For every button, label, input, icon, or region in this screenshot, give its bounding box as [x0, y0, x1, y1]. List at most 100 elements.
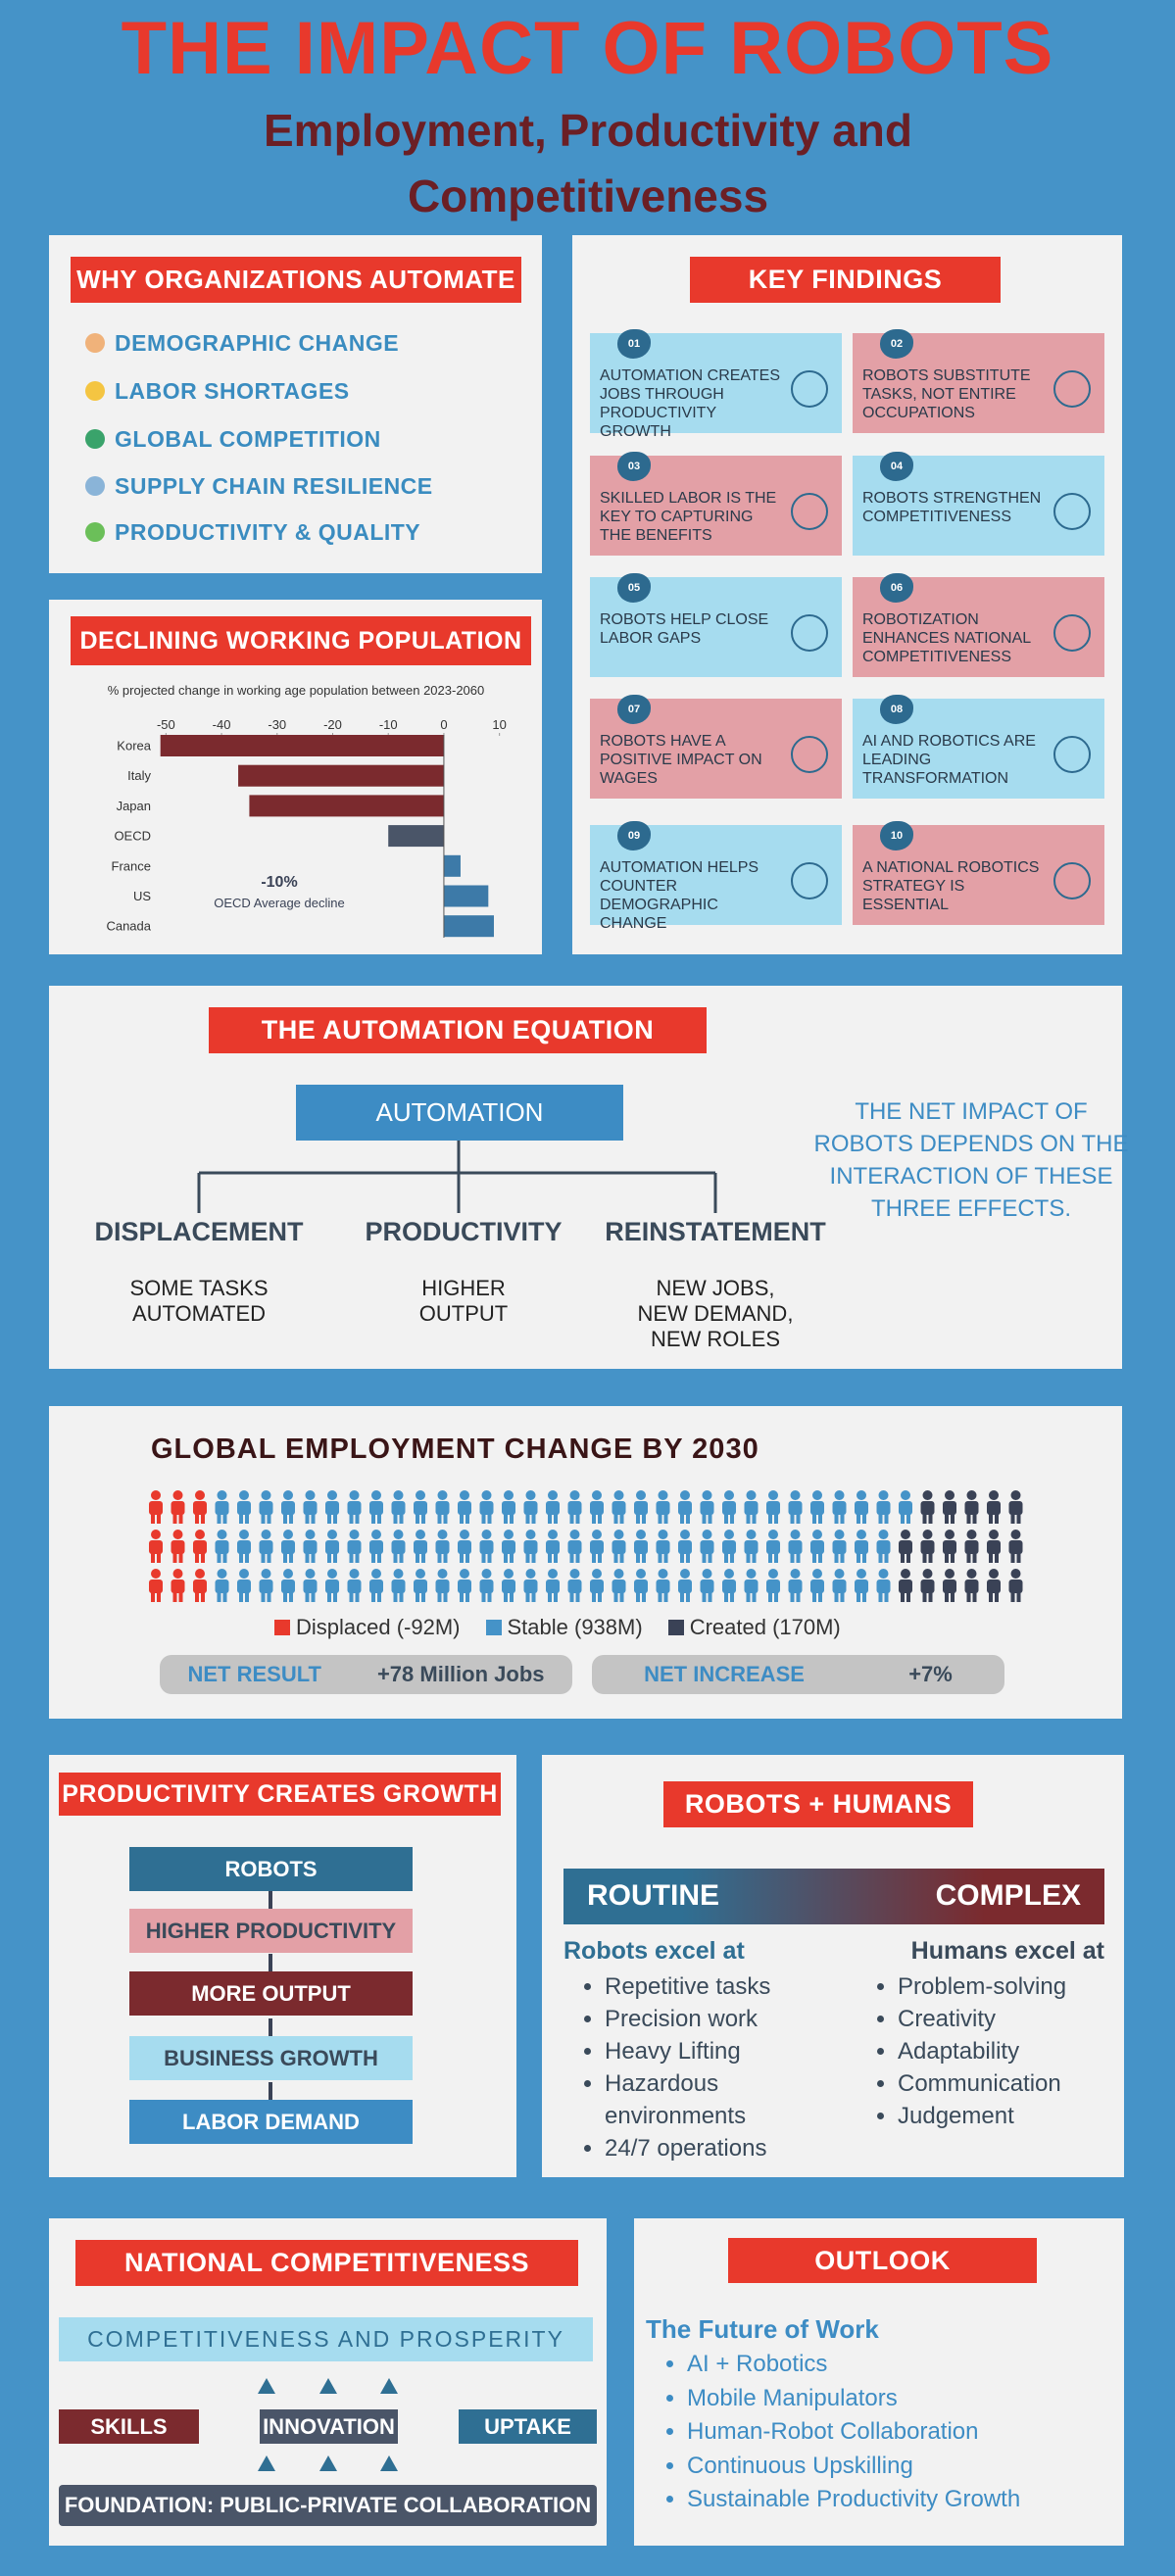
- person-leg: [708, 1513, 712, 1524]
- person-icon: [303, 1490, 318, 1524]
- person-head: [658, 1530, 668, 1539]
- person-icon: [479, 1569, 494, 1602]
- person-leg: [598, 1591, 602, 1602]
- person-head: [768, 1530, 778, 1539]
- person-body: [502, 1580, 515, 1593]
- person-leg: [636, 1591, 640, 1602]
- person-leg: [222, 1513, 227, 1524]
- person-body: [810, 1540, 824, 1554]
- person-leg: [195, 1552, 199, 1563]
- person-leg: [972, 1591, 977, 1602]
- person-body: [347, 1501, 362, 1515]
- person-leg: [613, 1552, 618, 1563]
- person-head: [504, 1490, 514, 1500]
- panel-title: GLOBAL EMPLOYMENT CHANGE BY 2030: [151, 1434, 759, 1465]
- person-leg: [195, 1591, 199, 1602]
- finding-icon: [791, 862, 828, 899]
- person-leg: [172, 1591, 177, 1602]
- person-body: [855, 1580, 868, 1593]
- finding-card: 03 SKILLED LABOR IS THE KEY TO CAPTURING …: [590, 452, 842, 556]
- person-icon: [832, 1569, 847, 1602]
- person-body: [590, 1501, 604, 1515]
- person-body: [215, 1540, 229, 1554]
- person-icon: [237, 1490, 251, 1524]
- legend-swatch: [274, 1620, 290, 1635]
- person-leg: [724, 1591, 728, 1602]
- person-head: [371, 1569, 381, 1579]
- arrow-up: [258, 2455, 275, 2471]
- person-body: [546, 1540, 560, 1554]
- person-body: [303, 1540, 318, 1554]
- person-leg: [862, 1552, 866, 1563]
- finding-icon: [1053, 862, 1091, 899]
- person-leg: [548, 1591, 552, 1602]
- person-leg: [790, 1552, 795, 1563]
- arrow-up: [319, 2455, 337, 2471]
- person-head: [901, 1569, 910, 1579]
- person-body: [634, 1501, 648, 1515]
- person-head: [437, 1490, 448, 1500]
- reason: SUPPLY CHAIN RESILIENCE: [115, 473, 433, 499]
- person-icon: [193, 1569, 207, 1602]
- person-leg: [636, 1513, 640, 1524]
- finding-card: 01 AUTOMATION CREATES JOBS THROUGH PRODUC…: [590, 329, 842, 440]
- person-leg: [548, 1552, 552, 1563]
- foundation: FOUNDATION: PUBLIC-PRIVATE COLLABORATION: [59, 2485, 597, 2526]
- person-leg: [245, 1591, 249, 1602]
- legend-swatch: [667, 1620, 684, 1635]
- person-leg: [377, 1513, 381, 1524]
- person-icon: [259, 1530, 273, 1563]
- person-head: [966, 1569, 977, 1579]
- person-leg: [906, 1552, 910, 1563]
- person-leg: [1016, 1591, 1021, 1602]
- person-leg: [157, 1591, 161, 1602]
- person-icon: [700, 1530, 714, 1563]
- person-head: [481, 1530, 492, 1539]
- person-body: [656, 1580, 670, 1593]
- person-body: [281, 1540, 295, 1554]
- legend: Displaced (-92M) Stable (938M) Created (17…: [274, 1615, 841, 1640]
- person-body: [612, 1580, 626, 1593]
- arrow-up: [258, 2378, 275, 2394]
- person-leg: [658, 1552, 662, 1563]
- person-body: [171, 1501, 185, 1515]
- person-icon: [435, 1530, 450, 1563]
- panel-title: WHY ORGANIZATIONS AUTOMATE: [71, 257, 521, 303]
- person-leg: [774, 1591, 778, 1602]
- person-leg: [642, 1591, 646, 1602]
- person-body: [281, 1501, 295, 1515]
- person-head: [305, 1569, 316, 1579]
- person-icon: [634, 1530, 648, 1563]
- summary-label: NET RESULT: [187, 1662, 321, 1686]
- person-leg: [966, 1591, 971, 1602]
- person-leg: [928, 1552, 933, 1563]
- person-head: [702, 1490, 712, 1500]
- person-body: [766, 1501, 780, 1515]
- legend-item: Displaced (-92M): [274, 1615, 461, 1640]
- person-body: [369, 1501, 383, 1515]
- person-body: [810, 1501, 824, 1515]
- person-body: [237, 1580, 251, 1593]
- step-arrow: [269, 2082, 272, 2100]
- person-leg: [702, 1552, 707, 1563]
- person-head: [460, 1490, 469, 1500]
- humans-list: Problem-solvingCreativityAdaptabilityCom…: [857, 1970, 1123, 2132]
- person-icon: [171, 1569, 185, 1602]
- person-head: [945, 1490, 955, 1500]
- finding-number: 06: [880, 573, 913, 603]
- person-head: [569, 1530, 580, 1539]
- list-item: AI + Robotics: [687, 2348, 1138, 2382]
- person-head: [680, 1569, 690, 1579]
- bar-chart: % projected change in working age popula…: [106, 683, 507, 938]
- person-icon: [369, 1490, 383, 1524]
- finding-text: ROBOTS SUBSTITUTE TASKS, NOT ENTIRE OCCU…: [862, 367, 1031, 421]
- person-leg: [311, 1591, 316, 1602]
- finding-card: 02 ROBOTS SUBSTITUTE TASKS, NOT ENTIRE OC…: [853, 329, 1104, 433]
- person-leg: [592, 1552, 596, 1563]
- effect-name: PRODUCTIVITY: [365, 1217, 563, 1246]
- finding-card: 06 ROBOTIZATION ENHANCES NATIONAL COMPETI…: [853, 573, 1104, 677]
- person-leg: [834, 1513, 839, 1524]
- person-body: [832, 1501, 847, 1515]
- person-leg: [554, 1552, 558, 1563]
- person-body: [832, 1580, 847, 1593]
